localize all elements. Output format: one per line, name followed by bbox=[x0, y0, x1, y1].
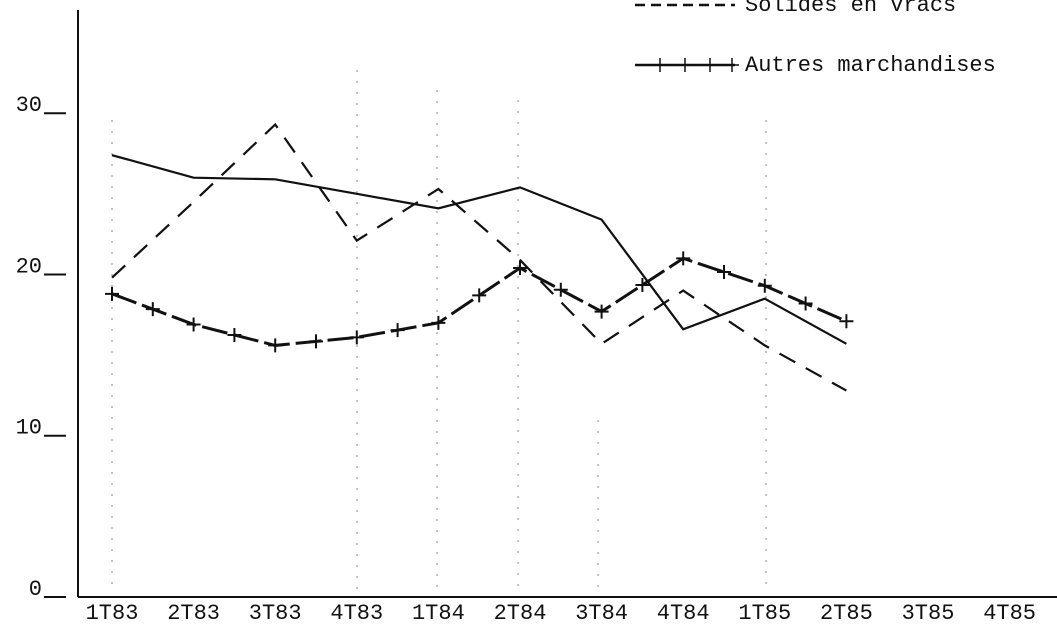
cross-marker bbox=[513, 261, 527, 276]
cross-decoration bbox=[635, 277, 650, 292]
legend-label: Autres marchandises bbox=[745, 53, 996, 78]
series-line bbox=[111, 154, 847, 345]
x-tick-label: 3T85 bbox=[902, 601, 955, 626]
x-tick-label: 1T83 bbox=[86, 601, 139, 626]
y-tick-label: 10 bbox=[16, 416, 42, 441]
cross-decoration bbox=[227, 327, 242, 342]
cross-marker bbox=[839, 314, 854, 329]
cross-decoration bbox=[390, 323, 405, 338]
cross-decoration bbox=[472, 288, 487, 303]
x-tick-label: 3T84 bbox=[575, 601, 628, 626]
y-tick-label: 30 bbox=[16, 93, 42, 118]
cross-marker bbox=[268, 338, 283, 353]
x-tick-label: 4T85 bbox=[983, 601, 1036, 626]
cross-marker bbox=[186, 317, 201, 332]
y-tick-label: 0 bbox=[29, 577, 42, 602]
x-tick-label: 3T83 bbox=[249, 601, 302, 626]
x-tick-label: 2T84 bbox=[494, 601, 547, 626]
legend-swatch-marker bbox=[653, 58, 739, 72]
legend-label: Solides en vracs bbox=[745, 0, 956, 18]
cross-marker bbox=[431, 315, 446, 330]
x-tick-label: 2T85 bbox=[820, 601, 873, 626]
cross-decoration bbox=[798, 296, 813, 311]
cross-marker bbox=[757, 278, 772, 293]
cross-decoration bbox=[717, 265, 731, 280]
cross-decoration bbox=[309, 334, 323, 349]
y-tick-label: 20 bbox=[16, 254, 42, 279]
x-tick-label: 4T84 bbox=[657, 601, 710, 626]
cross-marker bbox=[676, 251, 691, 266]
scan-dots bbox=[111, 70, 767, 590]
series-line bbox=[111, 122, 847, 392]
cross-marker bbox=[105, 286, 119, 301]
cross-marker bbox=[349, 330, 364, 345]
cross-decoration bbox=[553, 282, 568, 297]
x-tick-label: 1T84 bbox=[412, 601, 465, 626]
cross-decoration bbox=[145, 302, 160, 317]
cross-marker bbox=[594, 304, 609, 319]
x-tick-label: 1T85 bbox=[738, 601, 791, 626]
x-tick-label: 4T83 bbox=[330, 601, 383, 626]
x-tick-label: 2T83 bbox=[167, 601, 220, 626]
